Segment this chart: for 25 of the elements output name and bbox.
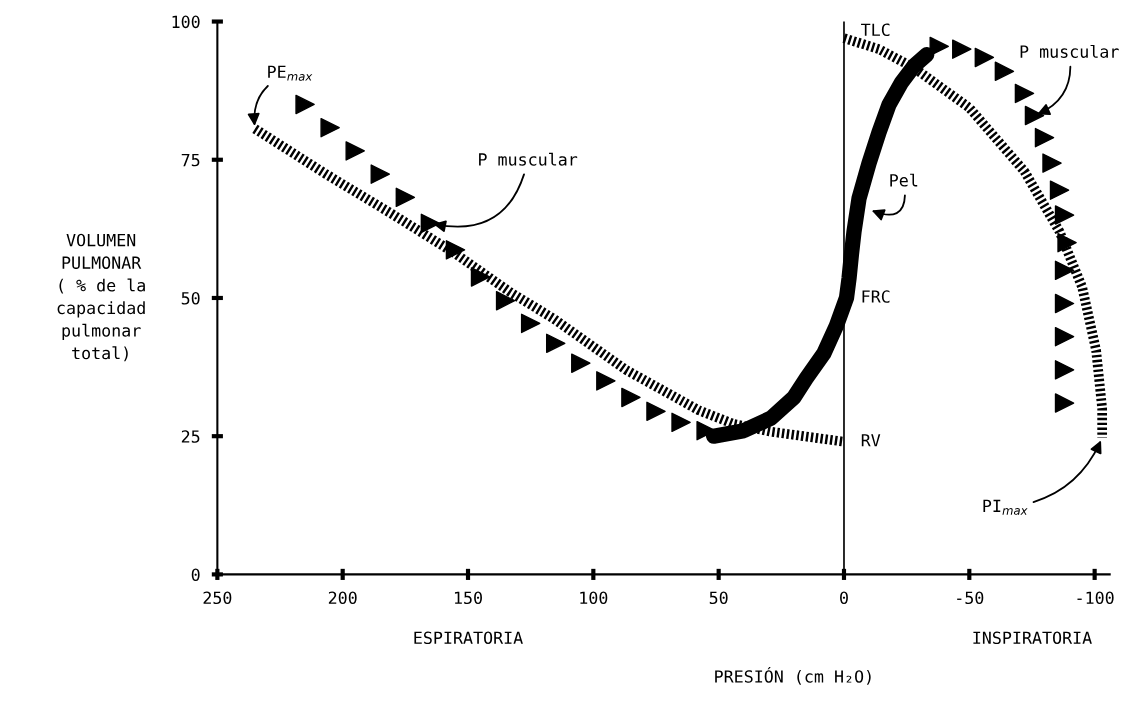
- annotation: PI$_{max}$: [983, 499, 1028, 515]
- x-axis-title: PRESIÓN (cm H₂O): [715, 667, 871, 685]
- x-tick-label: 200: [328, 591, 357, 605]
- y-tick-label: 75: [181, 153, 200, 167]
- y-axis-title: VOLUMEN PULMONAR ( % de la capacidad pulmonar total): [57, 233, 145, 362]
- y-tick-label: 50: [181, 291, 200, 305]
- x-tick-label: -50: [957, 591, 984, 605]
- annotation: TLC: [861, 23, 890, 37]
- text: ESPIRATORIA: [414, 631, 523, 645]
- annotation: PE$_{max}$: [268, 65, 313, 81]
- x-tick-label: 0: [840, 591, 848, 605]
- x-tick-label: 50: [709, 591, 728, 605]
- text: INSPIRATORIA: [973, 631, 1092, 645]
- annotation: Pel: [890, 173, 918, 187]
- annotation: P muscular: [479, 152, 578, 166]
- y-tick-label: 0: [191, 568, 200, 582]
- annotation: P muscular: [1020, 44, 1119, 58]
- annotation: RV: [861, 434, 881, 447]
- x-tick-label: 150: [454, 591, 482, 605]
- x-tick-label: 100: [580, 591, 608, 605]
- y-tick-label: 100: [172, 15, 200, 29]
- annotation: FRC: [862, 290, 890, 303]
- x-tick-label: -100: [1077, 591, 1114, 605]
- x-tick-label: 250: [203, 591, 232, 605]
- y-tick-label: 25: [181, 430, 200, 443]
